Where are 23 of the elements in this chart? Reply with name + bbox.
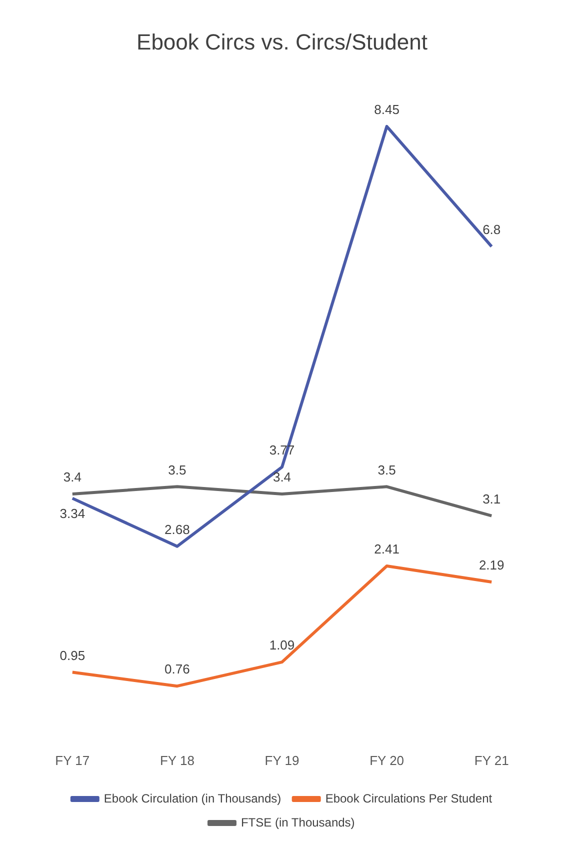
data-label: 0.76 [164,662,190,677]
data-label: 1.09 [269,638,295,653]
data-label: 2.68 [164,522,190,537]
data-label: 0.95 [60,648,86,663]
legend-label: FTSE (in Thousands) [240,815,355,830]
data-label: 6.8 [482,222,501,238]
data-label: 2.41 [374,542,400,557]
legend-label: Ebook Circulation (in Thousands) [104,791,282,806]
data-label: 3.5 [378,462,396,478]
x-tick-label: FY 20 [370,752,404,768]
legend-label: Ebook Circulations Per Student [325,791,493,806]
x-tick-label: FY 21 [474,752,509,768]
data-label: 3.1 [482,491,501,506]
x-tick-label: FY 18 [160,752,194,768]
data-label: 2.19 [478,558,504,573]
data-label: 8.45 [374,102,400,118]
x-tick-label: FY 17 [55,752,90,768]
x-tick-label: FY 19 [264,752,300,768]
data-label: 3.5 [168,462,186,478]
data-label: 3.4 [272,470,292,485]
data-label: 3.4 [63,470,82,485]
data-label: 3.34 [60,506,86,521]
chart-title: Ebook Circs vs. Circs/Student [136,29,428,54]
